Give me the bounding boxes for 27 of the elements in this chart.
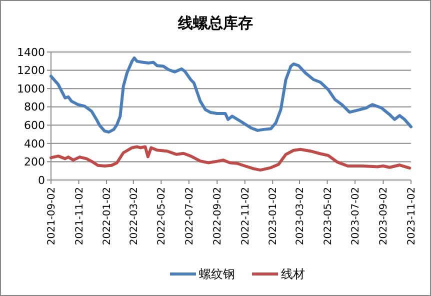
x-tick-label: 2023-11-02 <box>406 187 418 246</box>
x-tick-label: 2021-09-02 <box>46 187 58 246</box>
x-tick-label: 2022-07-02 <box>184 187 196 246</box>
x-tick-label: 2022-09-02 <box>212 187 224 246</box>
x-tick-label: 2022-11-02 <box>240 187 252 246</box>
x-tick-label: 2021-11-02 <box>74 187 86 246</box>
y-tick-label: 1200 <box>17 64 45 78</box>
chart-title: 线螺总库存 <box>177 14 253 32</box>
line-series <box>50 56 412 134</box>
y-tick-label: 0 <box>38 174 45 187</box>
x-tick-label: 2022-01-02 <box>102 187 114 246</box>
x-tick-label: 2022-03-02 <box>128 187 140 246</box>
x-tick-label: 2023-03-02 <box>294 187 306 246</box>
y-tick-label: 1000 <box>17 82 45 96</box>
x-tick-label: 2023-01-02 <box>268 187 280 246</box>
legend-label: 螺纹钢 <box>199 267 235 282</box>
legend-label: 线材 <box>281 267 305 282</box>
x-tick-label: 2023-09-02 <box>378 187 390 246</box>
y-tick-label: 200 <box>24 156 45 169</box>
x-tick-label: 2022-05-02 <box>156 187 168 246</box>
x-tick-label: 2023-05-02 <box>322 187 334 246</box>
y-tick-label: 1400 <box>17 46 45 59</box>
y-tick-label: 800 <box>24 100 45 114</box>
line-series <box>50 145 412 172</box>
y-tick-label: 400 <box>24 137 45 150</box>
y-tick-label: 600 <box>24 118 45 132</box>
x-tick-label: 2023-07-02 <box>350 187 362 246</box>
